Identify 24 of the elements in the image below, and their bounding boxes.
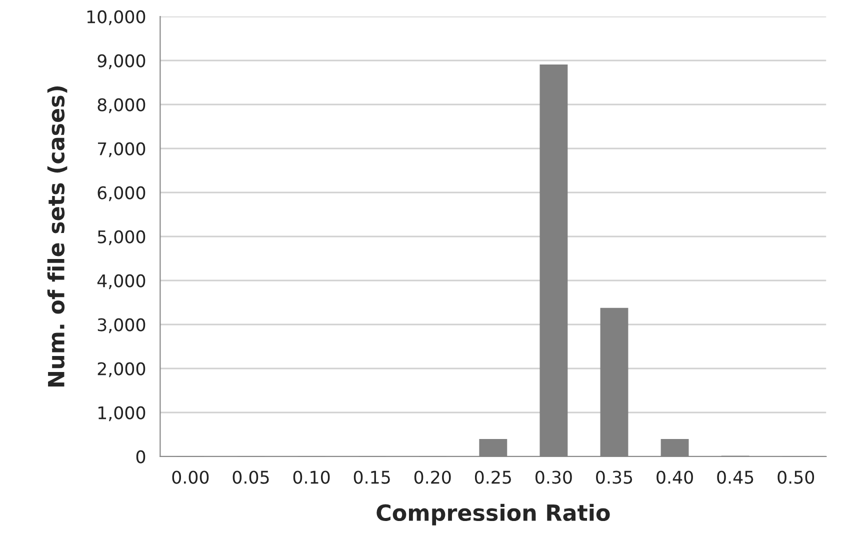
- x-tick-label: 0.45: [717, 470, 754, 484]
- y-tick-label: 0: [136, 450, 146, 464]
- y-tick-label: 3,000: [98, 318, 146, 334]
- y-tick-label: 1,000: [98, 406, 146, 422]
- y-tick-label: 5,000: [98, 230, 146, 246]
- x-tick-label: 0.15: [354, 470, 390, 484]
- y-axis-title: Num. of file sets (cases): [47, 86, 68, 386]
- y-tick-label: 8,000: [98, 98, 146, 114]
- x-tick-label: 0.40: [656, 470, 693, 484]
- y-tick-label: 10,000: [87, 10, 146, 26]
- x-tick-label: 0.30: [536, 470, 572, 484]
- x-tick-label: 0.25: [474, 470, 511, 484]
- x-tick-label: 0.20: [414, 470, 451, 484]
- y-tick-label: 2,000: [98, 362, 146, 378]
- x-tick-label: 0.50: [778, 470, 814, 484]
- x-tick-label: 0.00: [172, 470, 209, 484]
- x-axis-title: Compression Ratio: [376, 504, 610, 526]
- y-tick-label: 9,000: [98, 54, 146, 70]
- y-tick-label: 7,000: [98, 142, 146, 158]
- x-tick-label: 0.35: [596, 470, 632, 484]
- x-tick-label: 0.10: [293, 470, 330, 484]
- x-tick-label: 0.05: [232, 470, 269, 484]
- y-tick-label: 6,000: [98, 186, 146, 202]
- y-tick-label: 4,000: [97, 274, 146, 290]
